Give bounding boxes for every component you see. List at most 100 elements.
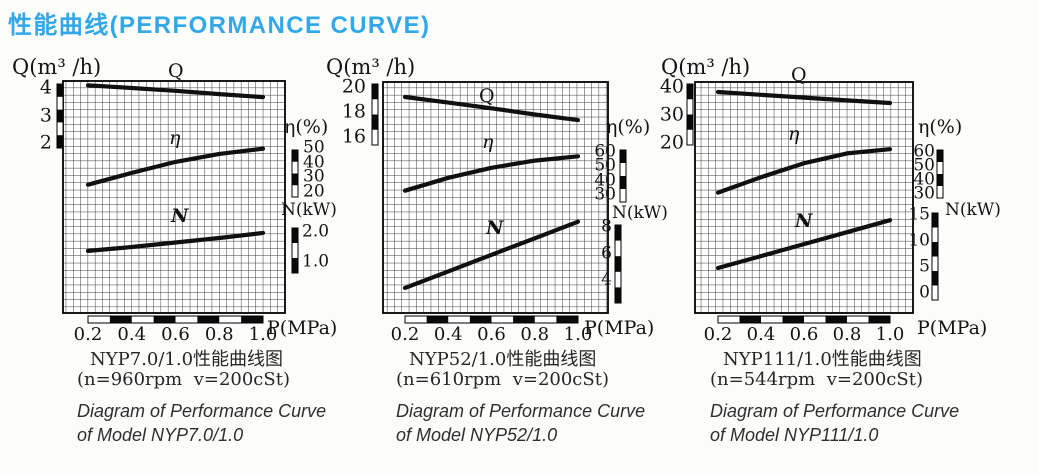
ruler-segment xyxy=(556,316,578,323)
curve-n xyxy=(715,218,893,271)
ruler-segment xyxy=(292,150,298,162)
q-axis-tick: 30 xyxy=(659,103,684,126)
plot-border xyxy=(382,81,609,314)
caption-model-cn: NYP7.0/1.0性能曲线图 xyxy=(90,349,284,370)
n-axis-tick: 6 xyxy=(601,243,612,263)
plot-border xyxy=(694,81,914,314)
ruler-segment xyxy=(782,316,804,323)
ruler-segment xyxy=(372,84,378,100)
p-axis-tick: 0.6 xyxy=(161,324,190,345)
n-axis-tick: 1.0 xyxy=(302,251,330,272)
p-axis-tick: 1.0 xyxy=(875,324,905,345)
ruler-segment xyxy=(615,225,621,241)
p-axis-tick: 0.2 xyxy=(73,324,103,345)
p-axis-tick: 0.4 xyxy=(117,324,147,345)
curve-label-n: N xyxy=(486,217,504,239)
n-axis-tick: 0 xyxy=(919,282,930,303)
page-title: 性能曲线(PERFORMANCE CURVE) xyxy=(8,12,431,39)
eta-axis-title: η(%) xyxy=(918,116,963,138)
q-axis-tick: 16 xyxy=(341,125,366,148)
ruler-segment xyxy=(292,228,298,243)
eta-axis-tick: 60 xyxy=(913,141,935,162)
curve-label-eta: η xyxy=(482,131,494,153)
p-axis-title: P(MPa) xyxy=(584,317,655,339)
q-axis-title: Q(m³ /h) xyxy=(326,55,416,79)
ruler-segment xyxy=(687,114,693,130)
n-axis-tick: 2.0 xyxy=(302,221,330,242)
eta-axis-tick: 30 xyxy=(594,184,616,205)
caption-model-cn: NYP52/1.0性能曲线图 xyxy=(409,349,597,370)
curve-label-q: Q xyxy=(168,60,184,82)
eta-axis-tick: 30 xyxy=(913,183,935,204)
eta-axis-tick: 50 xyxy=(913,155,935,176)
n-axis-tick: 4 xyxy=(601,269,612,290)
eta-axis-tick: 40 xyxy=(594,170,616,191)
grid xyxy=(695,82,913,313)
ruler-segment xyxy=(932,213,938,228)
q-axis-title: Q(m³ /h) xyxy=(12,55,102,79)
p-axis-title: P(MPa) xyxy=(267,317,338,339)
curve-eta xyxy=(85,146,266,187)
caption-params: (n=610rpm v=200cSt) xyxy=(396,369,609,390)
grid xyxy=(383,82,608,313)
curve-label-eta: η xyxy=(788,123,800,145)
p-axis-tick: 0.4 xyxy=(433,324,463,345)
caption-en-line1: Diagram of Performance Curve xyxy=(77,401,327,421)
eta-axis-tick: 30 xyxy=(303,166,325,187)
n-axis-title: N(kW) xyxy=(945,200,1001,220)
eta-axis-title: η(%) xyxy=(606,116,651,138)
n-axis-title: N(kW) xyxy=(612,203,668,223)
n-axis-title: N(kW) xyxy=(281,200,337,220)
ruler-segment xyxy=(868,316,890,323)
ruler-segment xyxy=(241,316,263,323)
p-axis-tick: 0.8 xyxy=(204,324,234,345)
curve-q xyxy=(715,89,893,106)
q-axis-tick: 3 xyxy=(39,104,52,126)
q-axis-tick: 18 xyxy=(341,100,366,123)
ruler-segment xyxy=(937,174,943,186)
caption-en-line2: of Model NYP7.0/1.0 xyxy=(77,425,244,445)
curve-label-q: Q xyxy=(479,85,495,107)
q-axis-tick: 2 xyxy=(39,131,52,154)
caption-params: (n=544rpm v=200cSt) xyxy=(710,369,923,390)
curve-label-q: Q xyxy=(791,64,807,86)
ruler-segment xyxy=(620,150,626,163)
ruler-segment xyxy=(469,316,492,323)
caption-en-line2: of Model NYP52/1.0 xyxy=(396,425,558,445)
eta-axis-tick: 60 xyxy=(594,141,616,162)
p-axis-tick: 0.2 xyxy=(390,324,420,345)
curve-q xyxy=(402,94,581,123)
q-axis-tick: 40 xyxy=(659,75,684,98)
p-axis-tick: 0.2 xyxy=(703,324,733,345)
eta-axis-tick: 40 xyxy=(913,169,935,190)
ruler-segment xyxy=(292,173,298,186)
plot-border xyxy=(62,80,286,314)
eta-axis-tick: 20 xyxy=(303,181,325,202)
ruler-segment xyxy=(109,316,132,323)
eta-axis-tick: 50 xyxy=(303,137,325,158)
p-axis-tick: 0.6 xyxy=(477,324,506,345)
p-axis-title: P(MPa) xyxy=(917,317,988,339)
ruler-segment xyxy=(825,316,847,323)
ruler-segment xyxy=(932,271,938,286)
curve-eta xyxy=(715,147,893,195)
n-axis-tick: 5 xyxy=(919,256,930,277)
ruler-segment xyxy=(932,242,938,257)
curve-q xyxy=(85,83,266,100)
p-axis-tick: 1.0 xyxy=(248,324,278,345)
ruler-segment xyxy=(57,84,63,97)
p-axis-tick: 0.8 xyxy=(832,324,862,345)
p-axis-tick: 0.8 xyxy=(520,324,550,345)
q-axis-tick: 20 xyxy=(659,131,684,154)
curve-label-n: N xyxy=(171,205,189,227)
ruler-segment xyxy=(153,316,176,323)
ruler-segment xyxy=(197,316,220,323)
ruler-segment xyxy=(739,316,761,323)
n-axis-tick: 15 xyxy=(908,204,930,225)
ruler-segment xyxy=(292,258,298,273)
curve-label-n: N xyxy=(795,210,813,232)
eta-axis-tick: 40 xyxy=(303,152,325,173)
ruler-segment xyxy=(57,109,63,123)
p-axis-tick: 0.4 xyxy=(746,324,776,345)
